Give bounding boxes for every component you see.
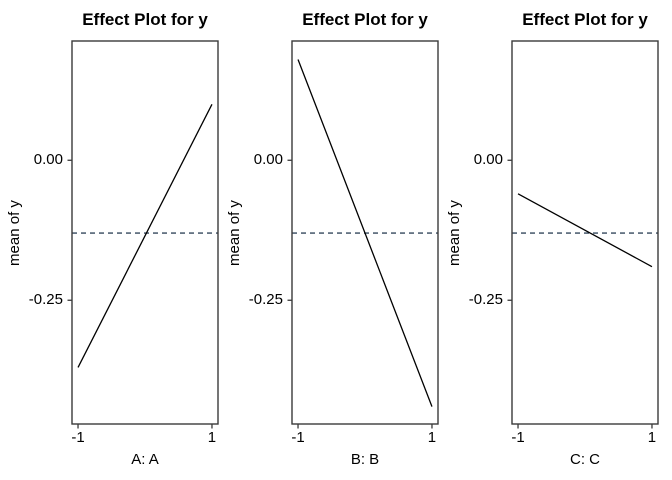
y-axis-label: mean of y (446, 199, 463, 266)
plot-border (511, 40, 659, 425)
y-tick-label: -0.25 (248, 291, 283, 309)
x-tick-label: -1 (71, 429, 85, 446)
y-tick-label: -0.25 (468, 291, 503, 309)
y-tick-label: 0.00 (33, 151, 63, 169)
x-axis-label: A: A (131, 451, 159, 468)
x-tick-label: -1 (291, 429, 305, 446)
x-tick-label: 1 (427, 429, 437, 446)
y-tick-label: 0.00 (473, 151, 503, 169)
plot-area (67, 40, 219, 429)
plot-border (291, 40, 439, 425)
y-tick-label: -0.25 (28, 291, 63, 309)
y-tick-label: 0.00 (253, 151, 283, 169)
x-axis-label: C: C (570, 451, 600, 468)
effect-line (297, 59, 433, 407)
effect-line (517, 193, 653, 268)
x-axis-label: B: B (350, 451, 380, 468)
effect-line (77, 103, 213, 368)
y-axis-label: mean of y (6, 199, 23, 266)
panel-title: Effect Plot for y (302, 10, 428, 29)
y-axis-label: mean of y (226, 199, 243, 266)
x-tick-label: 1 (647, 429, 657, 446)
panel-title: Effect Plot for y (82, 10, 208, 29)
plot-area (507, 40, 659, 429)
x-tick-label: -1 (511, 429, 525, 446)
plot-border (71, 40, 219, 425)
panel-title: Effect Plot for y (522, 10, 648, 29)
x-tick-label: 1 (207, 429, 217, 446)
plot-area (287, 40, 439, 429)
